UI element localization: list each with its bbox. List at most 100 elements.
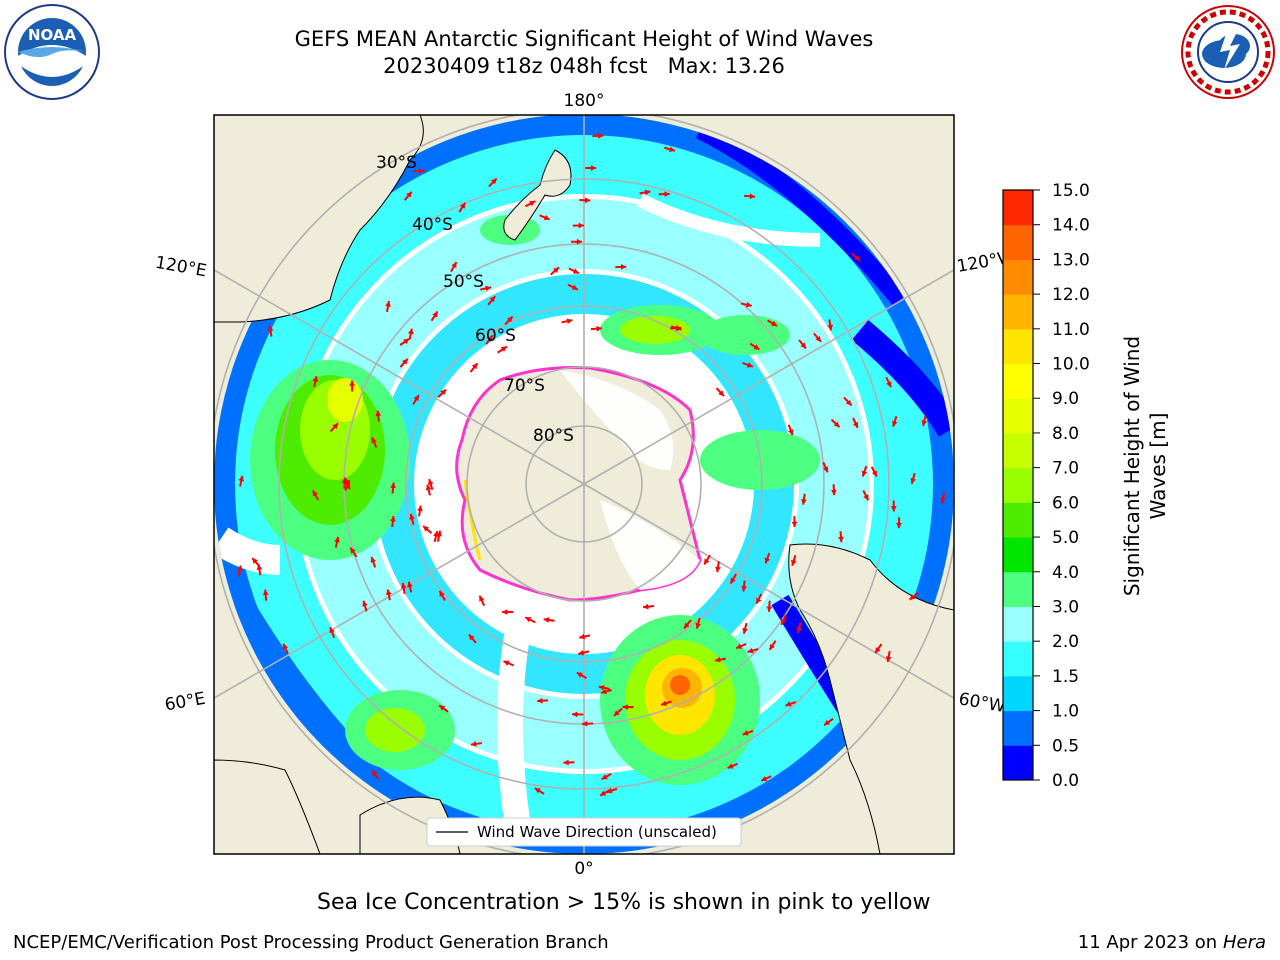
colorbar-swatch (1003, 641, 1033, 677)
wind-wave-arrow (341, 477, 348, 489)
colorbar-tick-label: 1.5 (1052, 667, 1079, 687)
wind-wave-arrow (413, 168, 425, 174)
colorbar-swatch (1003, 432, 1033, 469)
wind-wave-arrow (606, 787, 618, 794)
wind-wave-arrow (755, 593, 763, 605)
wind-wave-arrow (437, 388, 447, 398)
footer-credit: NCEP/EMC/Verification Post Processing Pr… (13, 932, 609, 953)
colorbar-swatch (1003, 294, 1033, 330)
colorbar-label-line1: Significant Height of Wind (1120, 335, 1144, 597)
colorbar-tick-label: 11.0 (1052, 320, 1090, 340)
wind-wave-arrow (577, 649, 590, 656)
wind-wave-arrow (741, 580, 747, 592)
wind-wave-arrow (568, 267, 580, 275)
colorbar-ticks: 0.0 0.5 1.0 1.5 2.0 3.0 4.0 5.0 6.0 7.0 8.0 9.0 10.0… (1033, 181, 1090, 791)
wind-wave-arrow (436, 530, 442, 542)
wind-wave-arrow (831, 484, 837, 496)
wind-wave-arrow (910, 472, 916, 485)
wind-wave-arrow (478, 595, 486, 607)
wind-wave-arrow (238, 475, 245, 487)
wind-wave-arrow (502, 609, 514, 615)
wind-wave-arrow (787, 424, 794, 436)
wind-wave-arrow (729, 573, 737, 585)
wind-wave-arrow (861, 465, 868, 477)
lon-label-60e: 60°E (163, 689, 207, 716)
wind-wave-arrow (567, 283, 579, 291)
colorbar-tick-label: 10.0 (1052, 355, 1090, 375)
wind-wave-arrow (579, 197, 591, 204)
wind-wave-arrow (843, 396, 853, 407)
wind-wave-arrow (524, 616, 536, 624)
wind-wave-arrow (791, 516, 798, 528)
wind-wave-arrow (412, 394, 420, 405)
map-frame (213, 114, 955, 855)
wind-wave-arrow (890, 500, 897, 512)
colorbar-tick-label: 7.0 (1052, 459, 1079, 479)
colorbar-tick-label: 1.0 (1052, 702, 1079, 722)
noaa-logo-text: NOAA (28, 26, 77, 44)
noaa-logo: NOAA (4, 4, 100, 100)
wind-wave-arrow (311, 489, 320, 501)
colorbar-tick-label: 0.0 (1052, 771, 1079, 791)
wind-wave-arrow (727, 762, 739, 770)
wind-wave-arrow (488, 177, 498, 188)
wind-wave-arrow (267, 325, 274, 337)
wind-wave-arrow (742, 622, 748, 635)
wind-wave-arrow (874, 643, 883, 654)
wind-wave-arrow (390, 515, 396, 528)
colorbar-swatch (1003, 467, 1033, 503)
wind-wave-arrow (885, 650, 892, 663)
footer-date: 11 Apr 2023 on Hera (1078, 932, 1266, 953)
colorbar-swatches (1003, 190, 1033, 781)
wind-wave-arrow (312, 376, 319, 388)
wind-wave-arrow (749, 342, 760, 351)
wind-wave-arrow (735, 643, 747, 650)
wind-wave-arrow (403, 191, 413, 201)
wind-wave-arrow (742, 729, 754, 736)
footer-date-text: 11 Apr 2023 on (1077, 932, 1223, 953)
wind-wave-arrow (582, 720, 594, 727)
wind-wave-arrow (576, 671, 587, 679)
wind-wave-arrow (891, 415, 898, 427)
wind-wave-arrow (334, 536, 340, 548)
colorbar-label-line2: Waves [m] (1146, 412, 1170, 520)
wind-wave-arrow (760, 775, 772, 782)
wind-wave-arrow (813, 332, 822, 343)
colorbar-swatch (1003, 710, 1033, 746)
lon-label-180: 180° (564, 91, 605, 111)
wind-wave-arrow (660, 700, 672, 706)
wind-wave-arrow (796, 622, 802, 634)
legend-label: Wind Wave Direction (unscaled) (477, 823, 717, 841)
wind-wave-arrow (430, 310, 439, 322)
wind-wave-arrow (742, 362, 754, 368)
wind-wave-arrow (571, 238, 583, 245)
wind-wave-arrow (622, 704, 634, 710)
wind-wave-arrow (450, 261, 458, 273)
wind-wave-arrow (670, 325, 682, 331)
lat-label-30s: 30°S (376, 153, 417, 173)
wind-wave-arrow (468, 633, 477, 644)
wind-wave-arrow (438, 704, 449, 713)
lat-label-70s: 70°S (504, 376, 545, 396)
colorbar-swatch (1003, 537, 1033, 573)
wind-wave-arrow (409, 513, 415, 525)
wind-wave-arrow (375, 410, 382, 422)
colorbar-tick-label: 4.0 (1052, 563, 1079, 583)
wind-wave-arrow (487, 295, 496, 306)
wind-wave-arrow (740, 301, 752, 308)
wind-wave-arrow (896, 517, 902, 529)
wind-wave-arrow (458, 202, 467, 213)
africa-landmass (214, 759, 321, 854)
wind-wave-arrow (600, 688, 612, 695)
wind-wave-arrow (579, 633, 591, 640)
wind-wave-arrow (427, 478, 434, 491)
wind-wave-arrow (422, 525, 433, 534)
wind-wave-arrow (561, 318, 573, 325)
colorbar-tick-label: 3.0 (1052, 597, 1079, 617)
colorbar-swatch (1003, 190, 1033, 226)
wind-wave-arrow (469, 362, 479, 373)
colorbar-swatch (1003, 398, 1033, 434)
wind-wave-arrow (585, 165, 597, 171)
wind-wave-arrow (921, 414, 928, 427)
colorbar-swatch (1003, 675, 1033, 712)
